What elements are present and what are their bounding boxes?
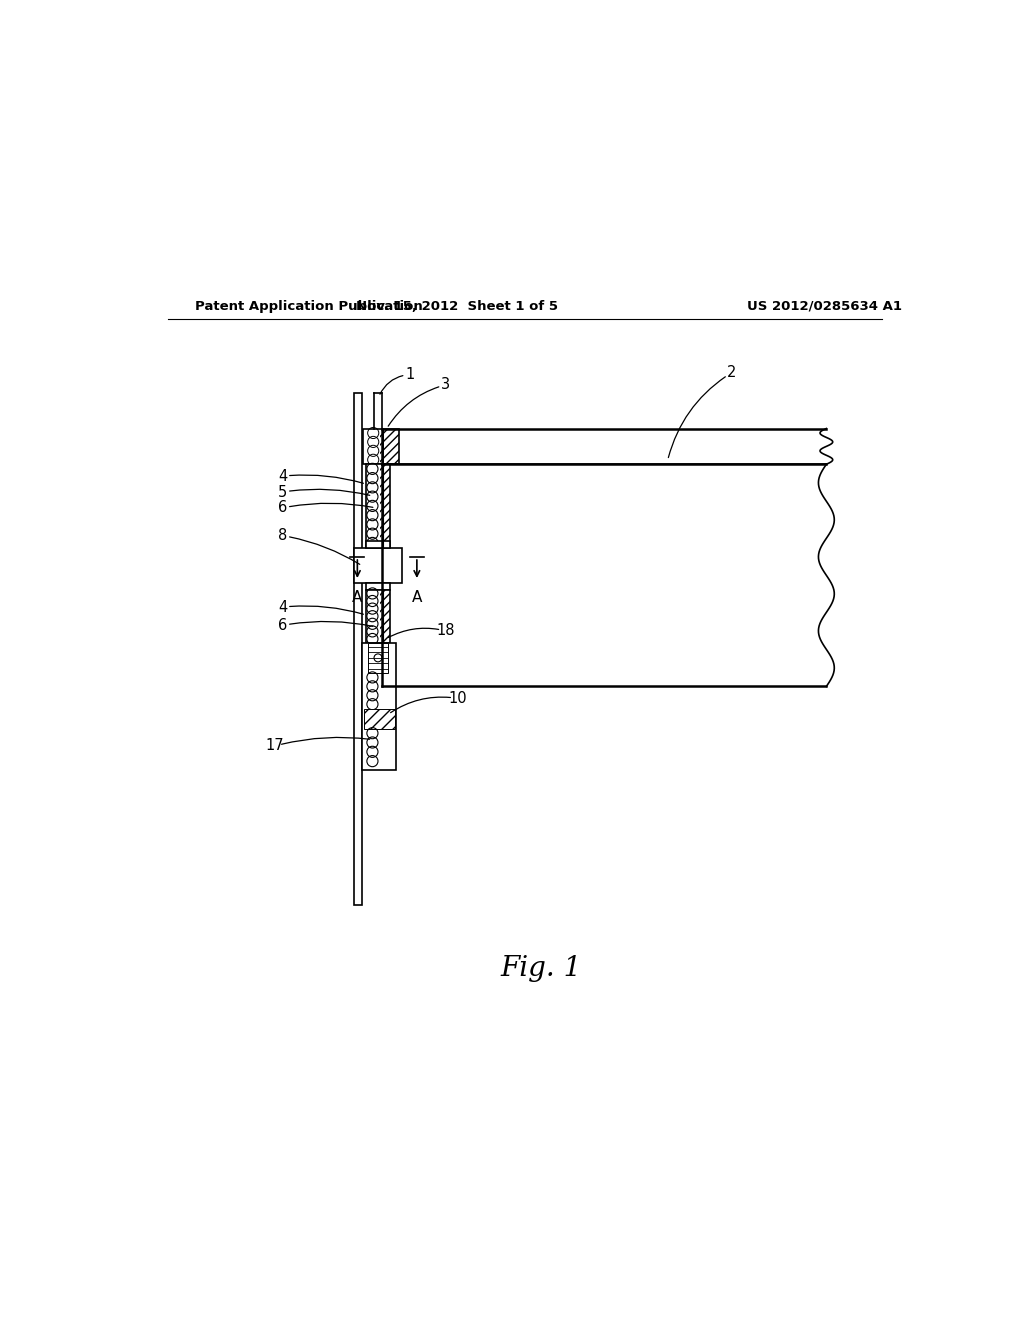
Text: Fig. 1: Fig. 1 xyxy=(500,954,582,982)
Text: Nov. 15, 2012  Sheet 1 of 5: Nov. 15, 2012 Sheet 1 of 5 xyxy=(356,300,558,313)
Bar xyxy=(364,709,394,729)
Text: 5: 5 xyxy=(279,484,288,499)
Text: 3: 3 xyxy=(441,378,450,392)
Bar xyxy=(362,643,396,770)
Text: Patent Application Publication: Patent Application Publication xyxy=(196,300,423,313)
Bar xyxy=(362,429,399,465)
Bar xyxy=(367,583,390,590)
Text: US 2012/0285634 A1: US 2012/0285634 A1 xyxy=(748,300,902,313)
Text: 1: 1 xyxy=(406,367,415,381)
Text: 18: 18 xyxy=(436,623,455,639)
Text: 4: 4 xyxy=(279,469,288,483)
Text: 8: 8 xyxy=(279,528,288,543)
Bar xyxy=(354,548,401,583)
Bar xyxy=(380,429,399,465)
Bar xyxy=(367,465,390,548)
Bar xyxy=(367,590,390,643)
Bar xyxy=(367,541,390,548)
Text: 17: 17 xyxy=(265,738,284,754)
Bar xyxy=(354,393,362,904)
Text: 6: 6 xyxy=(279,500,288,515)
Text: A: A xyxy=(412,590,422,606)
Text: 4: 4 xyxy=(279,599,288,615)
Bar xyxy=(380,590,390,643)
Text: 6: 6 xyxy=(279,618,288,632)
Text: A: A xyxy=(352,590,362,606)
Text: 10: 10 xyxy=(449,690,467,706)
Text: 2: 2 xyxy=(726,366,736,380)
Bar xyxy=(368,643,388,673)
Bar xyxy=(380,465,390,548)
